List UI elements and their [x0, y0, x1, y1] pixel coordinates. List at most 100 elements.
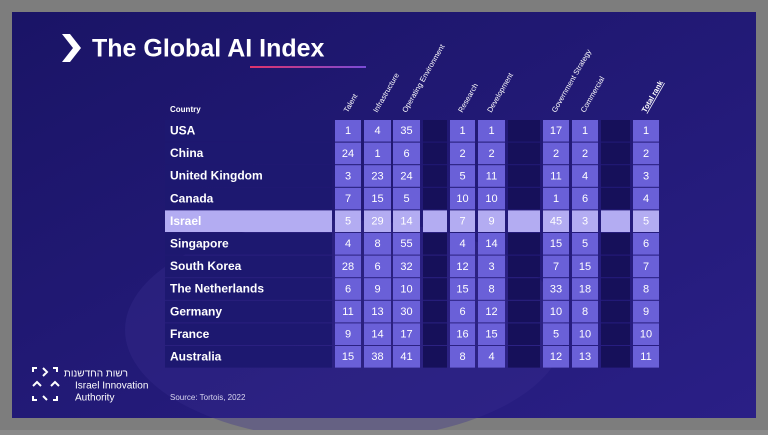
- rank: 8: [488, 283, 494, 295]
- rank: 7: [459, 216, 465, 228]
- value-cell: [633, 255, 659, 278]
- rank: 5: [345, 216, 351, 228]
- rank: 15: [550, 238, 562, 250]
- value-cell: [364, 300, 391, 323]
- rank: 7: [553, 261, 559, 273]
- rank: 1: [345, 125, 351, 137]
- gap-cell: [423, 278, 447, 300]
- value-cell: [572, 255, 598, 278]
- country: Singapore: [170, 236, 229, 250]
- value-cell: [364, 187, 391, 210]
- chevron: [62, 34, 81, 62]
- value-cell: [393, 300, 420, 323]
- rank: 9: [643, 306, 649, 318]
- rank: 6: [582, 193, 588, 205]
- rank: 4: [345, 238, 351, 250]
- value-cell: [572, 346, 598, 368]
- value-cell: [572, 187, 598, 210]
- value-cell: [572, 233, 598, 255]
- value-cell: [478, 278, 505, 300]
- value-cell: [478, 346, 505, 368]
- gap-cell: [423, 300, 447, 323]
- logo-hebrew: רשות החדשנות: [64, 369, 128, 380]
- value-cell: [335, 255, 361, 278]
- rank: 8: [459, 351, 465, 363]
- rank: 38: [371, 351, 383, 363]
- rank: 15: [579, 261, 591, 273]
- rank: 13: [579, 351, 591, 363]
- country-cell: [165, 120, 332, 142]
- rank: 6: [643, 238, 649, 250]
- rank: 2: [582, 148, 588, 160]
- value-cell: [478, 300, 505, 323]
- rank: 1: [459, 125, 465, 137]
- value-cell: [543, 346, 569, 368]
- logo-icon: [32, 367, 60, 401]
- value-cell: [393, 346, 420, 368]
- country: Canada: [170, 191, 214, 205]
- rank: 10: [550, 306, 562, 318]
- value-cell: [364, 278, 391, 300]
- gap-cell: [423, 120, 447, 142]
- gap-cell: [601, 120, 630, 142]
- country-cell: [165, 278, 332, 300]
- rank: 28: [342, 261, 354, 273]
- rank: 14: [371, 329, 383, 341]
- value-cell: [478, 233, 505, 255]
- country: Israel: [170, 214, 201, 228]
- rank: 1: [374, 148, 380, 160]
- value-cell: [572, 323, 598, 345]
- value-cell: [633, 278, 659, 300]
- rank: 12: [456, 261, 468, 273]
- rank: 3: [488, 261, 494, 273]
- value-cell: [335, 142, 361, 165]
- gap-cell: [508, 255, 540, 278]
- value-cell: [543, 300, 569, 323]
- gap-cell: [508, 165, 540, 187]
- rank: 4: [643, 193, 649, 205]
- value-cell: [364, 346, 391, 368]
- rank: 18: [579, 283, 591, 295]
- value-cell: [543, 255, 569, 278]
- value-cell: [335, 278, 361, 300]
- country-cell: [165, 346, 332, 368]
- value-cell: [335, 210, 361, 232]
- value-cell: [393, 323, 420, 345]
- value-cell: [478, 210, 505, 232]
- value-cell: [364, 120, 391, 142]
- value-cell: [335, 233, 361, 255]
- logo-line1: Israel Innovation: [75, 381, 148, 392]
- value-cell: [335, 120, 361, 142]
- rank: 11: [486, 170, 497, 182]
- value-cell: [393, 255, 420, 278]
- country-cell: [165, 300, 332, 323]
- value-cell: [543, 323, 569, 345]
- value-cell: [543, 120, 569, 142]
- gap-cell: [423, 210, 447, 232]
- value-cell: [572, 165, 598, 187]
- rank: 10: [456, 193, 468, 205]
- rank: 4: [582, 170, 588, 182]
- value-cell: [450, 142, 475, 165]
- value-cell: [393, 120, 420, 142]
- gap-cell: [601, 165, 630, 187]
- rank: 30: [400, 306, 412, 318]
- rank: 9: [374, 283, 380, 295]
- value-cell: [572, 142, 598, 165]
- rank: 55: [400, 238, 412, 250]
- rank: 8: [374, 238, 380, 250]
- value-cell: [633, 210, 659, 232]
- gap-cell: [508, 142, 540, 165]
- value-cell: [478, 142, 505, 165]
- gap-cell: [423, 187, 447, 210]
- rank: 5: [403, 193, 409, 205]
- rank: 6: [459, 306, 465, 318]
- rank: 6: [403, 148, 409, 160]
- rank: 5: [553, 329, 559, 341]
- value-cell: [450, 120, 475, 142]
- rank: 7: [345, 193, 351, 205]
- rank: 2: [488, 148, 494, 160]
- gap-cell: [423, 255, 447, 278]
- rank: 2: [643, 148, 649, 160]
- value-cell: [543, 278, 569, 300]
